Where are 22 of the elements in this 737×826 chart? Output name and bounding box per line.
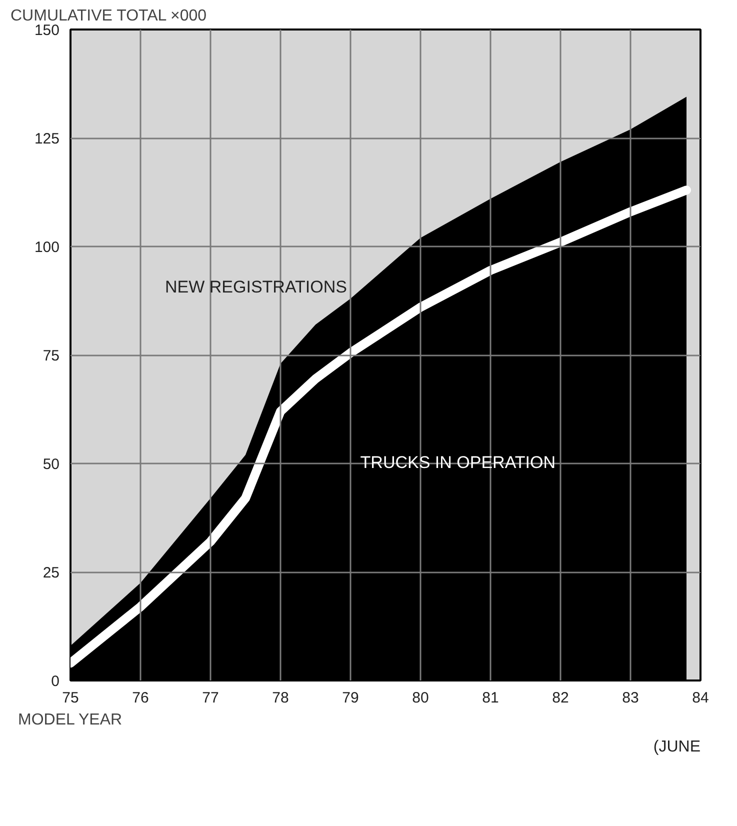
- x-tick-label: 77: [202, 690, 219, 706]
- x-tick-label: 78: [272, 690, 289, 706]
- x-tick-label: 82: [552, 690, 569, 706]
- y-tick-label: 150: [34, 22, 60, 39]
- text: TRUCKS IN OPERATION: [360, 453, 556, 472]
- x-tick-label: 75: [62, 690, 79, 706]
- x-tick-label: 76: [132, 690, 149, 706]
- x-tick-label: 81: [482, 690, 499, 706]
- y-tick-label: 100: [34, 239, 60, 256]
- y-tick-label: 25: [42, 564, 60, 582]
- y-tick-label: 50: [42, 456, 60, 473]
- y-axis-title: CUMULATIVE TOTAL ×000: [10, 8, 207, 24]
- y-tick-label: 125: [34, 130, 60, 148]
- x-tick-label: 83: [622, 690, 639, 706]
- x-axis-title: MODEL YEAR: [18, 712, 122, 728]
- x-tick-label: 79: [342, 690, 359, 706]
- x-tick-label: 84: [692, 690, 709, 706]
- text: (JUNE: [653, 738, 700, 756]
- series-label: NEW REGISTRATIONS: [165, 277, 347, 296]
- y-tick-label: 75: [42, 348, 60, 364]
- y-tick-label: 0: [51, 673, 60, 690]
- x-tick-label: 80: [412, 690, 429, 706]
